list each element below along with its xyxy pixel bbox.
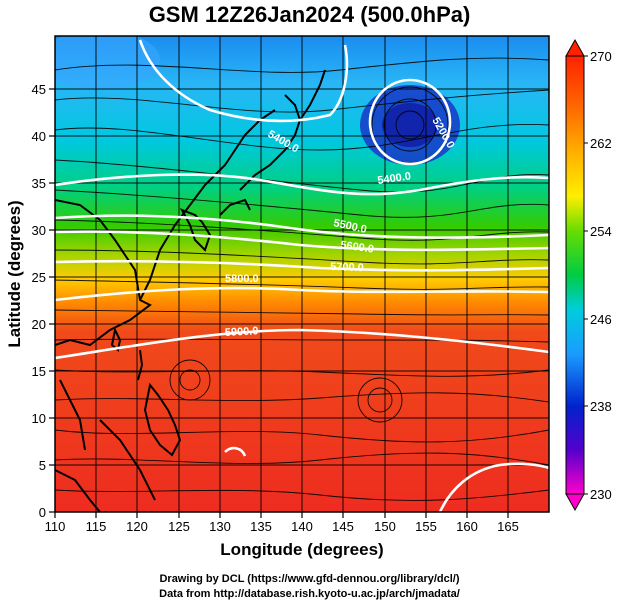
height-contours — [55, 39, 549, 512]
x-axis-label: Longitude (degrees) — [220, 540, 383, 559]
x-tick-label: 125 — [168, 519, 190, 534]
colorbar-tick-label: 238 — [590, 399, 612, 414]
colorbar-gradient — [565, 55, 585, 495]
colorbar: 270 262 254 246 238 230 — [565, 38, 612, 512]
credit-line-data: Data from http://database.rish.kyoto-u.a… — [159, 588, 460, 600]
coastlines — [55, 69, 326, 512]
credit-line-drawing: Drawing by DCL (https://www.gfd-dennou.o… — [159, 573, 460, 585]
y-tick-labels: 0 5 10 15 20 25 30 35 40 45 — [32, 82, 46, 520]
y-tick-label: 15 — [32, 364, 46, 379]
x-axis-ticks — [54, 512, 509, 518]
contour-label: 5400.0 — [377, 170, 412, 187]
x-tick-label: 160 — [456, 519, 478, 534]
y-tick-label: 45 — [32, 82, 46, 97]
colorbar-tick-label: 246 — [590, 312, 612, 327]
y-tick-label: 35 — [32, 176, 46, 191]
y-tick-label: 10 — [32, 411, 46, 426]
contour-label: 5900.0 — [225, 325, 259, 339]
x-tick-labels: 110 115 120 125 130 135 140 145 150 155 … — [45, 519, 519, 534]
x-tick-label: 150 — [374, 519, 396, 534]
x-tick-label: 130 — [209, 519, 231, 534]
y-axis-ticks — [49, 88, 55, 513]
y-tick-label: 40 — [32, 129, 46, 144]
colorbar-tick-label: 230 — [590, 487, 612, 502]
y-tick-label: 5 — [39, 458, 46, 473]
contour-label: 5800.0 — [225, 273, 259, 285]
contour-label: 5700.0 — [330, 261, 364, 274]
x-tick-label: 140 — [291, 519, 313, 534]
y-tick-label: 20 — [32, 317, 46, 332]
x-tick-label: 115 — [86, 519, 107, 534]
y-tick-label: 30 — [32, 223, 46, 238]
contour-label: 5600.0 — [340, 239, 375, 256]
colorbar-bottom-arrow — [565, 493, 585, 512]
x-tick-label: 145 — [332, 519, 354, 534]
x-tick-label: 165 — [497, 519, 519, 534]
chart-title: GSM 12Z26Jan2024 (500.0hPa) — [148, 2, 471, 27]
colorbar-tick-label: 254 — [590, 224, 612, 239]
colorbar-tick-label: 262 — [590, 136, 612, 151]
colorbar-top-arrow — [565, 38, 585, 57]
x-tick-label: 155 — [415, 519, 437, 534]
x-tick-label: 135 — [250, 519, 272, 534]
y-axis-label: Latitude (degrees) — [5, 200, 24, 347]
cold-pool-west — [55, 36, 160, 90]
x-tick-label: 110 — [45, 519, 66, 534]
colorbar-tick-label: 270 — [590, 49, 612, 64]
y-tick-label: 0 — [39, 505, 46, 520]
x-tick-label: 120 — [126, 519, 148, 534]
y-tick-label: 25 — [32, 270, 46, 285]
